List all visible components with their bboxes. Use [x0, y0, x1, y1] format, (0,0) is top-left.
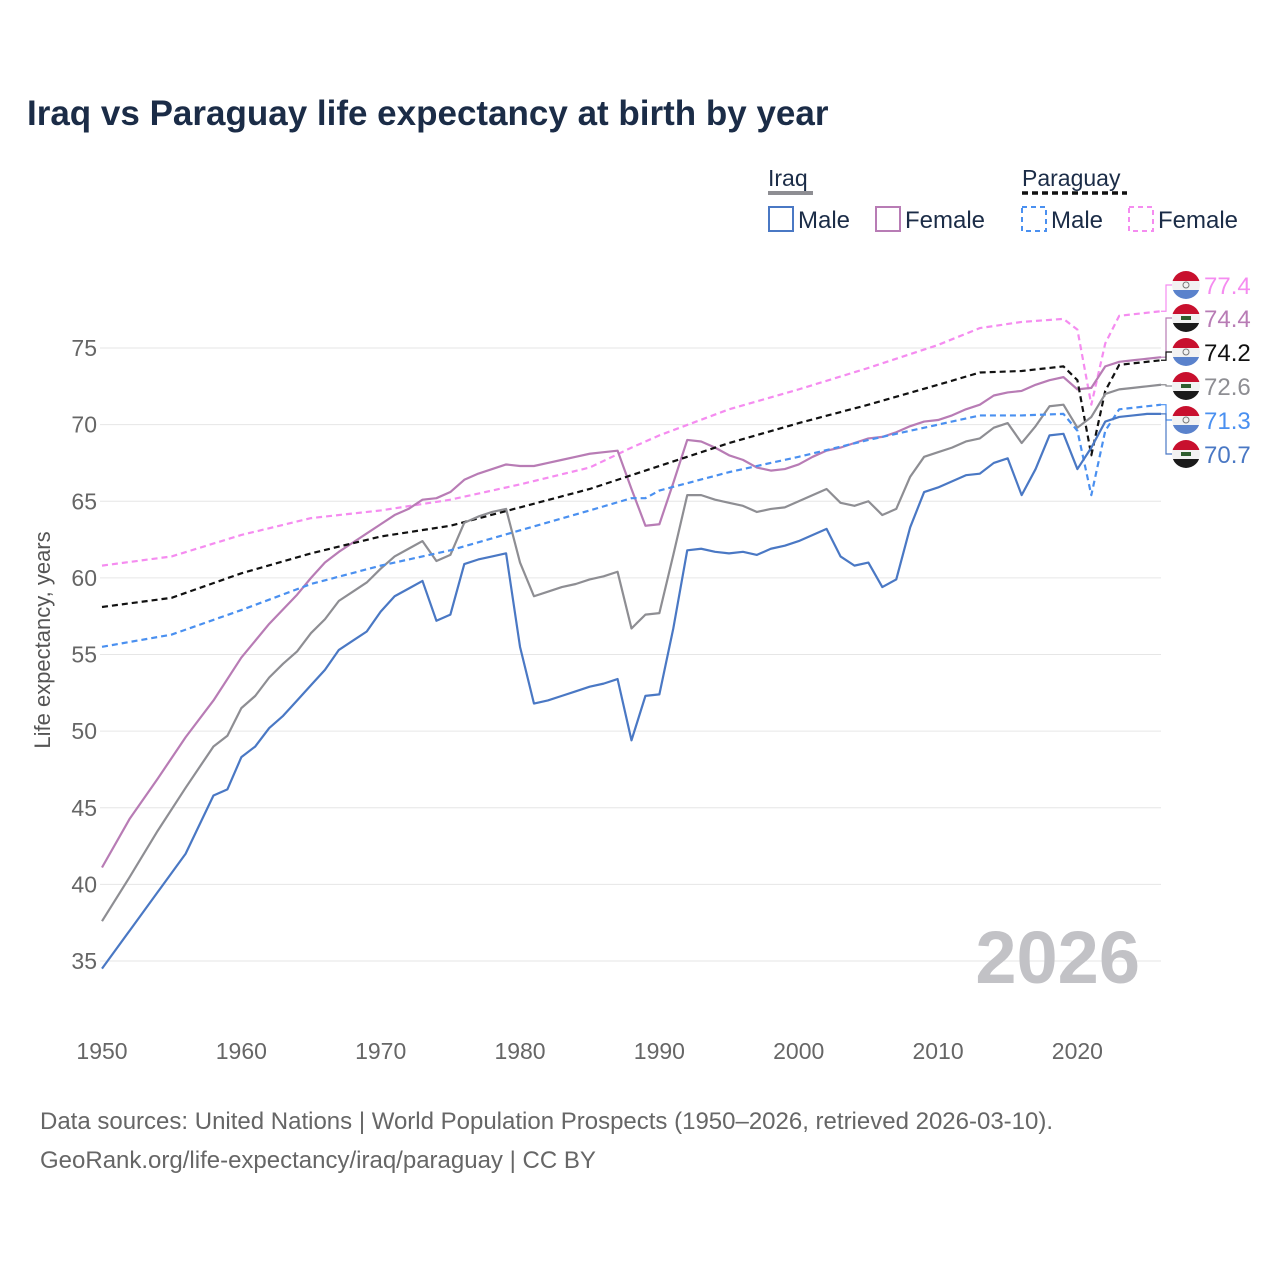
flag-emblem [1181, 452, 1191, 456]
label-connector [1161, 404, 1172, 421]
y-tick-label: 70 [71, 412, 97, 438]
y-tick-label: 45 [71, 795, 97, 821]
y-tick-label: 40 [71, 871, 97, 897]
iraq-flag-icon [1172, 304, 1200, 332]
legend-swatch-paraguay_female [1128, 206, 1154, 232]
series-line-iraq [101, 383, 1162, 922]
series-line-paraguay [101, 359, 1162, 609]
label-connector [1161, 413, 1172, 455]
chart-title: Iraq vs Paraguay life expectancy at birt… [27, 94, 829, 133]
flag-stripe [1172, 290, 1200, 299]
legend-swatch-iraq_female [875, 206, 901, 232]
flag-emblem [1182, 416, 1190, 424]
x-tick-label: 1980 [494, 1038, 545, 1064]
series-line-paraguay_female [101, 310, 1162, 567]
label-connector [1161, 384, 1172, 387]
flag-stripe [1172, 440, 1200, 450]
x-tick-label: 1990 [634, 1038, 685, 1064]
x-tick-label: 1960 [216, 1038, 267, 1064]
end-value-label: 77.4 [1204, 273, 1251, 300]
end-value-label: 70.7 [1204, 442, 1251, 469]
paraguay-flag-icon [1172, 338, 1200, 366]
x-tick-label: 2000 [773, 1038, 824, 1064]
flag-stripe [1172, 323, 1200, 332]
series-line-paraguay_male [101, 403, 1162, 648]
y-tick-label: 35 [71, 948, 97, 974]
flag-stripe [1172, 416, 1200, 425]
legend-label-paraguay_female: Female [1158, 207, 1238, 234]
y-tick-label: 55 [71, 642, 97, 668]
y-tick-label: 65 [71, 488, 97, 514]
paraguay-flag-icon [1172, 406, 1200, 434]
label-connector [1161, 317, 1172, 358]
iraq-flag-icon [1172, 372, 1200, 400]
legend-group-paraguay: Paraguay [1022, 165, 1121, 191]
flag-stripe [1172, 338, 1200, 348]
series-line-iraq_male [101, 412, 1161, 970]
legend-label-iraq_male: Male [798, 207, 850, 234]
y-tick-label: 60 [71, 565, 97, 591]
paraguay-flag-icon [1172, 271, 1200, 299]
label-connector [1161, 351, 1172, 361]
flag-stripe [1172, 348, 1200, 357]
x-tick-label: 2010 [912, 1038, 963, 1064]
y-tick-label: 50 [71, 718, 97, 744]
flag-stripe [1172, 271, 1200, 281]
iraq-flag-icon [1172, 440, 1200, 468]
x-tick-label: 2020 [1052, 1038, 1103, 1064]
flag-emblem [1181, 384, 1191, 388]
legend-swatch-paraguay_male [1021, 206, 1047, 232]
end-value-label: 74.4 [1204, 306, 1251, 333]
end-value-label: 72.6 [1204, 374, 1251, 401]
flag-stripe [1172, 391, 1200, 400]
legend-group-iraq: Iraq [768, 165, 808, 191]
flag-stripe [1172, 357, 1200, 366]
series-line-iraq_female [101, 356, 1162, 869]
source-line-2: GeoRank.org/life-expectancy/iraq/paragua… [40, 1147, 596, 1174]
end-value-label: 74.2 [1204, 340, 1251, 367]
flag-stripe [1172, 372, 1200, 382]
label-connector [1161, 284, 1172, 312]
source-line-1: Data sources: United Nations | World Pop… [40, 1108, 1054, 1135]
flag-stripe [1172, 304, 1200, 314]
x-tick-label: 1950 [76, 1038, 127, 1064]
y-tick-label: 75 [71, 335, 97, 361]
y-axis-label: Life expectancy, years [30, 531, 55, 748]
legend-label-paraguay_male: Male [1051, 207, 1103, 234]
end-value-label: 71.3 [1204, 408, 1251, 435]
flag-stripe [1172, 281, 1200, 290]
flag-emblem [1182, 348, 1190, 356]
legend-swatch-iraq_male [768, 206, 794, 232]
flag-stripe [1172, 425, 1200, 434]
x-tick-label: 1970 [355, 1038, 406, 1064]
legend-label-iraq_female: Female [905, 207, 985, 234]
flag-stripe [1172, 459, 1200, 468]
flag-emblem [1181, 316, 1191, 320]
year-watermark: 2026 [975, 916, 1140, 999]
flag-stripe [1172, 406, 1200, 416]
flag-emblem [1182, 281, 1190, 289]
